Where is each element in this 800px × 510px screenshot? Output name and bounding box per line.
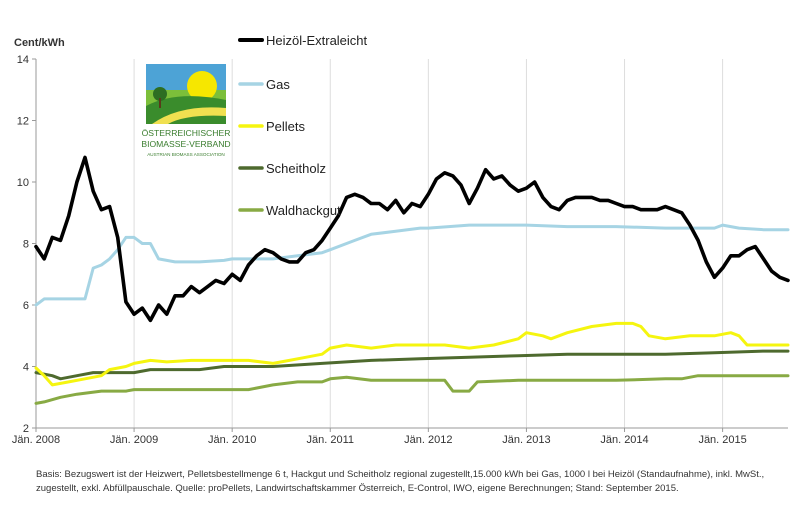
y-tick-label: 6 [23,300,29,312]
series-line-gas [34,223,790,307]
source-footnote: Basis: Bezugswert ist der Heizwert, Pell… [36,469,765,494]
x-tick-label: Jän. 2015 [698,434,746,446]
legend-label: Heizöl-Extraleicht [266,33,368,48]
x-tick-label: Jän. 2011 [307,434,355,446]
biomass-association-logo: ÖSTERREICHISCHER BIOMASSE-VERBAND AUSTRI… [141,64,231,157]
logo-line-1: ÖSTERREICHISCHER [142,128,231,138]
logo-path [152,107,226,124]
series-line-heiz-l-extraleicht [34,155,790,323]
legend: Heizöl-Extraleicht Gas Pellets Scheitholz Wa… [238,33,368,218]
series-line-scheitholz [34,349,790,381]
series-line-waldhackgut [34,374,790,405]
legend-label: Scheitholz [266,161,326,176]
x-tick-label: Jän. 2010 [208,434,256,446]
series-layer [34,155,790,405]
axis-layer: 2 4 6 8 10 12 14 Jän. 2008 Jän. 2009 Jän. 2010 Jän… [12,54,788,446]
legend-label: Gas [266,77,290,92]
logo-line-2: BIOMASSE-VERBAND [141,139,230,149]
legend-label: Waldhackgut [266,203,341,218]
legend-label: Pellets [266,119,306,134]
y-tick-label: 14 [17,54,29,66]
logo-line-3: AUSTRIAN BIOMASS ASSOCIATION [147,152,225,157]
y-tick-label: 8 [23,239,29,251]
grid-layer [35,59,724,428]
logo-tree-trunk [159,98,161,108]
y-axis-unit-label: Cent/kWh [14,37,65,49]
x-tick-label: Jän. 2013 [502,434,550,446]
y-tick-label: 4 [23,362,29,374]
price-chart: 2 4 6 8 10 12 14 Jän. 2008 Jän. 2009 Jän. 2010 Jän… [12,33,790,446]
y-tick-label: 10 [17,177,29,189]
x-tick-label: Jän. 2014 [600,434,648,446]
y-tick-label: 12 [17,116,29,128]
y-tick-label: 2 [23,423,29,435]
logo-sun [187,71,217,101]
logo-tree [153,87,167,101]
x-tick-label: Jän. 2012 [404,434,452,446]
series-line-pellets [34,321,790,387]
x-tick-label: Jän. 2008 [12,434,60,446]
x-tick-label: Jän. 2009 [110,434,158,446]
